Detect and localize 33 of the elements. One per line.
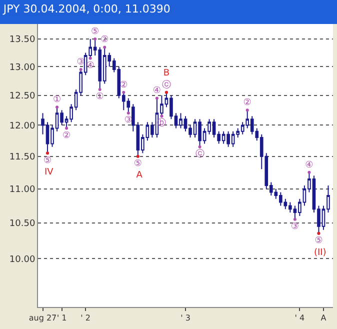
x-tick-label: aug 27 bbox=[28, 314, 57, 323]
y-tick-label: 11.50 bbox=[9, 152, 36, 162]
data-label: ⓒ bbox=[195, 148, 204, 160]
data-label: ② bbox=[100, 35, 109, 46]
y-tick-label: 13.00 bbox=[9, 62, 36, 73]
data-label: ② bbox=[243, 98, 252, 108]
data-label: ⑤ bbox=[314, 236, 323, 246]
data-label: ④ bbox=[305, 160, 314, 170]
data-label: IV bbox=[42, 167, 54, 178]
chart-title: JPY 30.04.2004, 0:00, 11.0390 bbox=[2, 2, 170, 16]
data-label: ② bbox=[62, 130, 71, 141]
data-label: ③ bbox=[290, 222, 299, 232]
data-label: (II) bbox=[311, 248, 326, 258]
x-tick-label: ' 3 bbox=[180, 314, 190, 323]
data-label: ① bbox=[52, 95, 62, 106]
data-label: ⓒ bbox=[162, 79, 171, 90]
data-label: ④ bbox=[152, 86, 161, 96]
data-label: ⑤ bbox=[91, 26, 100, 37]
data-label: ① bbox=[96, 92, 104, 102]
y-tick-label: 10.00 bbox=[9, 254, 36, 265]
x-tick-label: ' 1 bbox=[56, 314, 67, 323]
data-label: A bbox=[133, 170, 144, 181]
y-tick-label: 12.50 bbox=[9, 91, 36, 102]
y-tick-label: 10.50 bbox=[9, 219, 36, 230]
data-label: B bbox=[163, 68, 170, 79]
y-tick-label: 13.50 bbox=[9, 35, 36, 46]
data-label: ⑤ bbox=[43, 156, 52, 166]
x-tick-label: A bbox=[320, 314, 327, 323]
y-tick-label: 11.00 bbox=[9, 185, 36, 196]
x-tick-label: ' 4 bbox=[294, 314, 305, 323]
data-label: ⑤ bbox=[134, 158, 142, 169]
y-tick-label: 12.00 bbox=[9, 121, 36, 132]
x-tick-label: ' 2 bbox=[80, 314, 90, 323]
